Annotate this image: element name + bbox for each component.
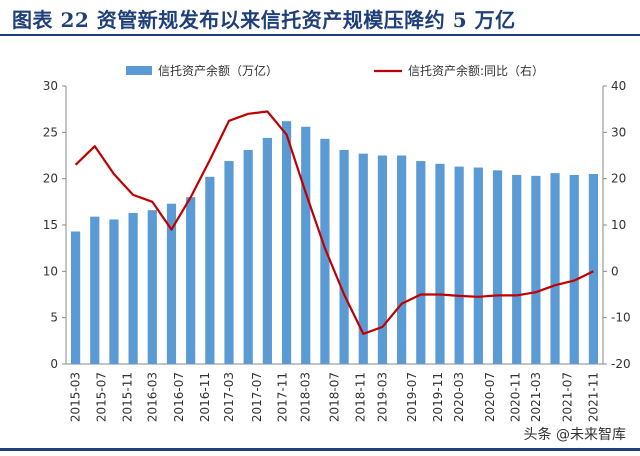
watermark: 头条 @未来智库	[523, 427, 626, 443]
x-tick-label: 2016-11	[198, 372, 212, 422]
bar	[70, 231, 81, 364]
yoy-line	[74, 110, 594, 335]
bar	[262, 137, 272, 364]
legend-bar-label: 信托资产余额（万亿）	[158, 63, 278, 78]
x-tick-label: 2018-11	[353, 372, 367, 422]
x-tick-label: 2018-03	[299, 372, 313, 422]
bar	[90, 216, 100, 364]
right-tick-label: 20	[611, 172, 626, 186]
bar	[358, 153, 368, 364]
bar	[128, 212, 138, 364]
bar	[186, 197, 196, 364]
right-tick-label: -10	[611, 311, 631, 325]
x-tick-label: 2019-07	[405, 372, 419, 422]
x-tick-label: 2021-03	[529, 372, 543, 422]
x-tick-label: 2020-03	[452, 372, 466, 422]
bar	[205, 176, 215, 364]
title-divider	[0, 34, 640, 36]
title-bar: 图表 22 资管新规发布以来信托资产规模压降约 5 万亿	[0, 0, 640, 38]
right-tick-label: 0	[611, 264, 619, 278]
bar	[109, 219, 119, 364]
x-tick-label: 2015-07	[94, 372, 108, 422]
x-tick-label: 2017-11	[276, 372, 290, 422]
x-tick-label: 2018-07	[328, 372, 342, 422]
bar	[473, 167, 483, 364]
bar	[320, 138, 330, 364]
left-tick-label: 20	[43, 172, 58, 186]
left-tick-label: 30	[43, 79, 58, 93]
x-tick-label: 2017-03	[222, 372, 236, 422]
chart-title: 图表 22 资管新规发布以来信托资产规模压降约 5 万亿	[12, 8, 516, 32]
bar	[454, 166, 464, 364]
bar	[377, 155, 388, 364]
right-tick-label: 10	[611, 218, 626, 232]
bar	[512, 174, 522, 364]
bar	[397, 155, 407, 364]
legend-bar-swatch	[126, 66, 152, 75]
x-tick-label: 2020-11	[509, 372, 523, 422]
right-tick-label: 30	[611, 125, 626, 139]
x-tick-label: 2016-07	[172, 372, 186, 422]
bar	[281, 121, 292, 364]
bar	[550, 173, 560, 364]
x-tick-label: 2016-03	[145, 372, 159, 422]
bar	[531, 175, 541, 364]
x-tick-label: 2017-07	[250, 372, 264, 422]
left-tick-label: 0	[50, 357, 58, 371]
bar	[301, 126, 311, 364]
left-tick-label: 10	[43, 264, 58, 278]
x-tick-label: 2020-07	[483, 372, 497, 422]
right-tick-label: 40	[611, 79, 626, 93]
bottom-divider	[0, 448, 640, 451]
x-tick-label: 2021-11	[586, 372, 600, 422]
left-tick-label: 5	[50, 311, 58, 325]
legend-line-label: 信托资产余额:同比（右）	[408, 63, 544, 78]
x-tick-label: 2019-11	[431, 372, 445, 422]
right-tick-label: -20	[611, 357, 631, 371]
bar	[588, 174, 599, 364]
left-tick-label: 25	[43, 125, 58, 139]
bar	[166, 203, 177, 364]
bar	[416, 161, 426, 364]
bar	[569, 174, 579, 364]
x-tick-label: 2021-07	[561, 372, 575, 422]
x-tick-label: 2015-03	[69, 372, 83, 422]
x-tick-label: 2019-03	[375, 372, 389, 422]
bar	[243, 149, 253, 364]
bar	[492, 170, 503, 364]
x-tick-label: 2015-11	[120, 372, 134, 422]
left-tick-label: 15	[43, 218, 58, 232]
bar	[147, 210, 157, 364]
bar	[224, 161, 234, 364]
bar	[339, 149, 349, 364]
bar	[435, 163, 445, 364]
